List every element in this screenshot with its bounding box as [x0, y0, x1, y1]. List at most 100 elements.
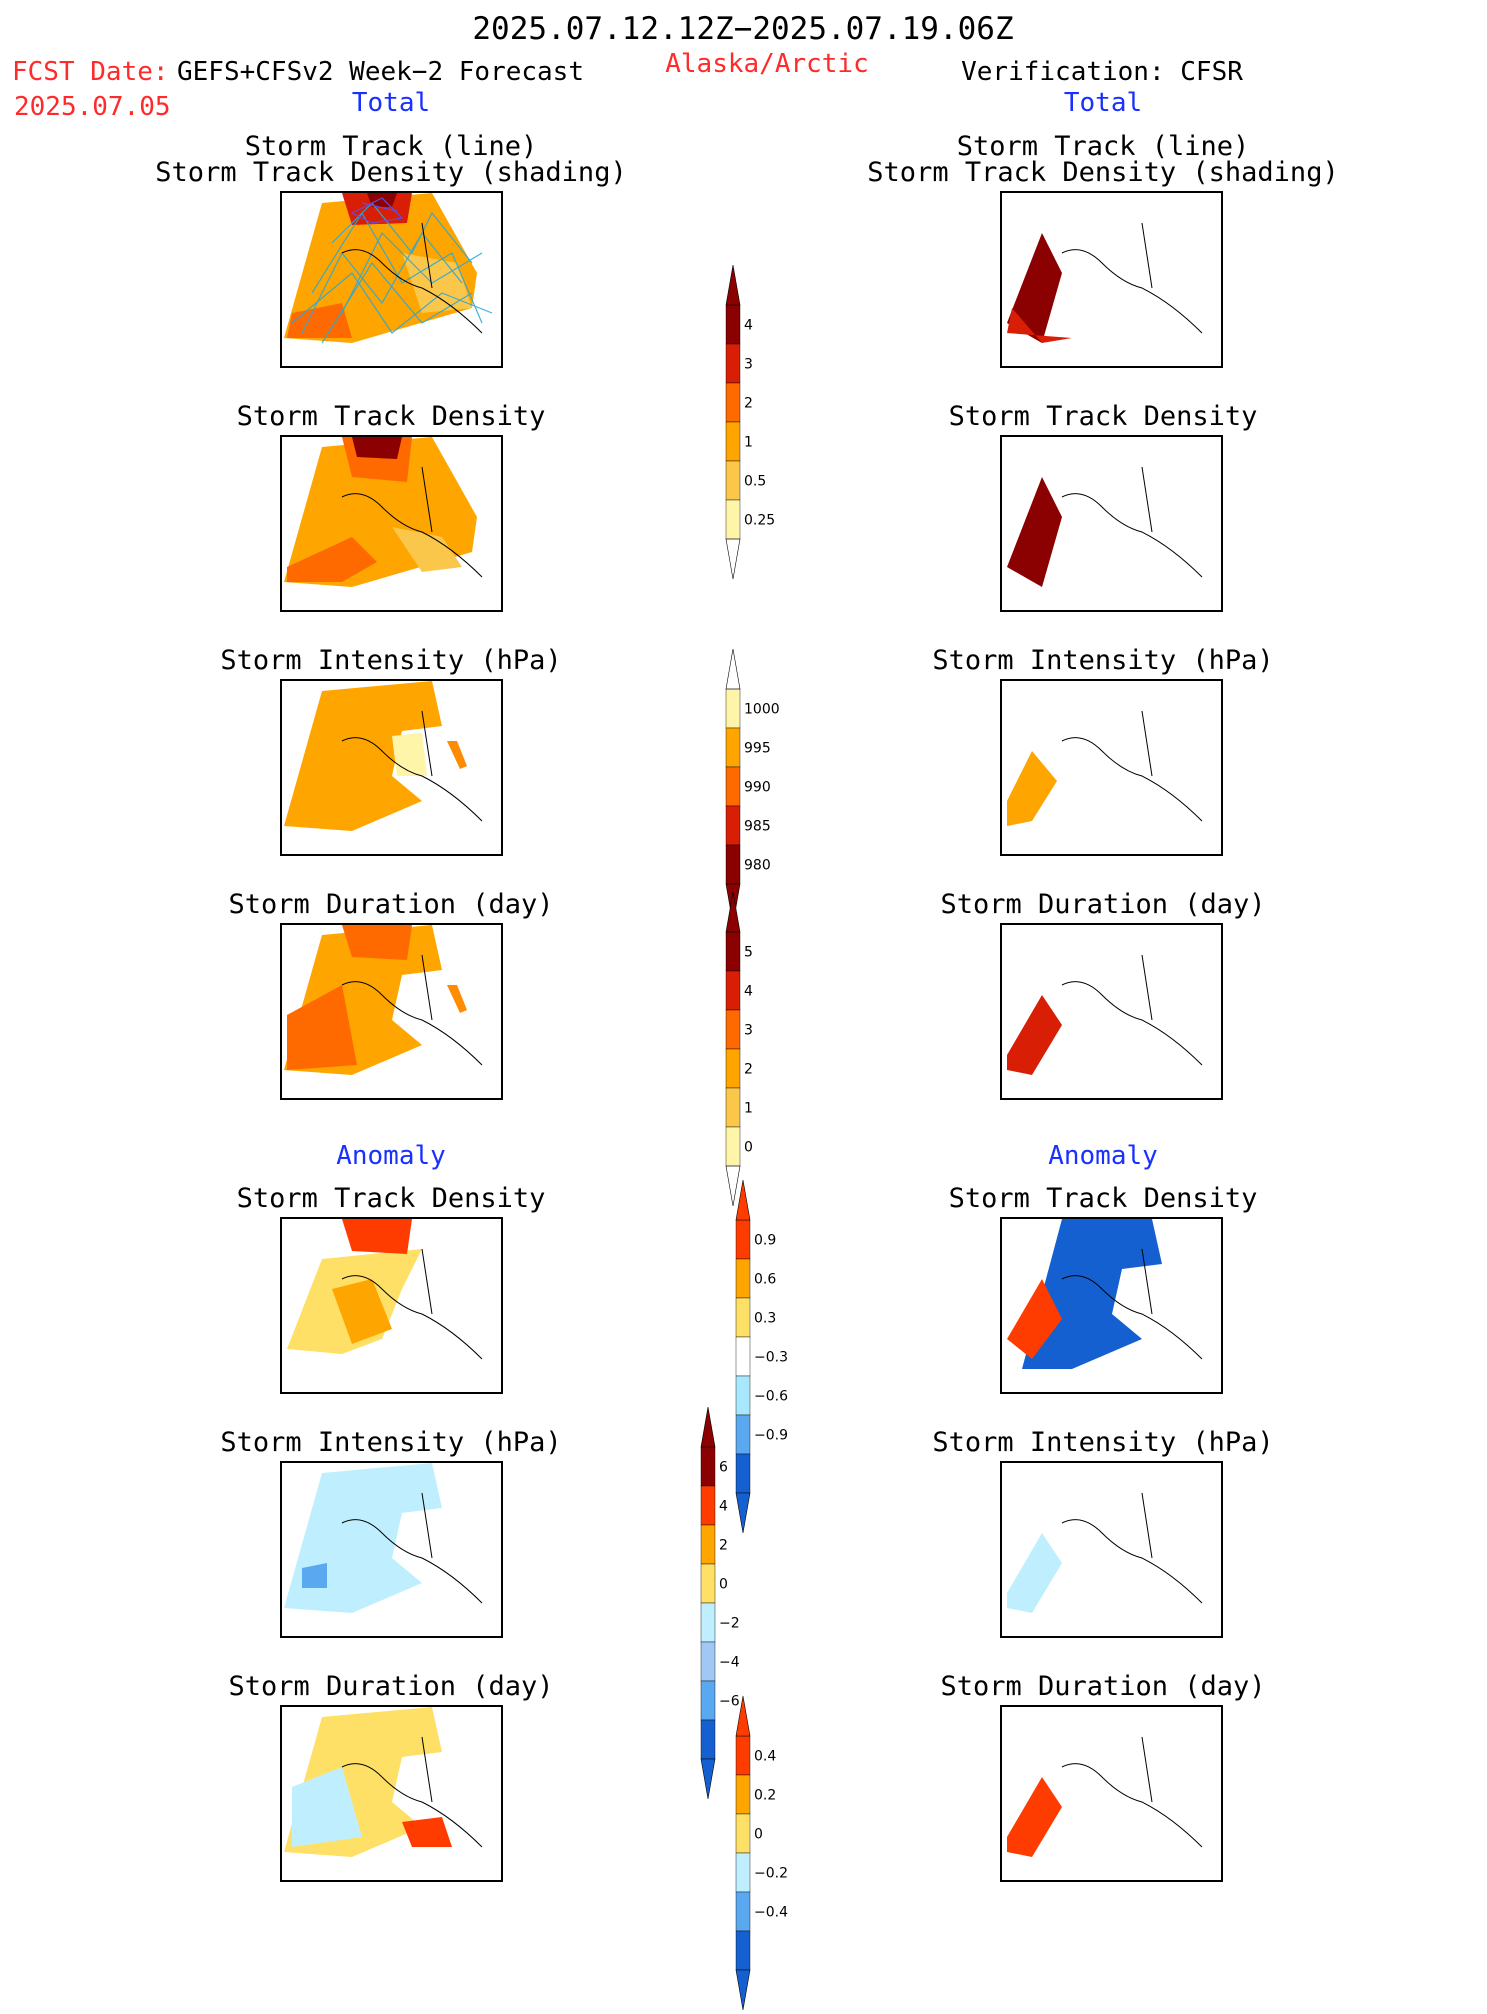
density_total-tick-label: 3 [744, 357, 753, 373]
map-density-forecast [280, 435, 503, 612]
title-density-anom-left: Storm Track Density [236, 1183, 546, 1214]
intensity_anom-tick-label: −6 [719, 1694, 740, 1710]
duration_total-swatch [725, 1087, 741, 1128]
map-intensity-forecast [280, 679, 503, 856]
density_total-tick-label: 4 [744, 318, 753, 334]
density_total-swatch [725, 304, 741, 345]
colorbar-intensity-total: 1000 995 990 985 980 [725, 648, 806, 928]
duration_total-swatch [725, 931, 741, 972]
duration_total-tick-label: 2 [744, 1062, 753, 1078]
fcst-date-value: 2025.07.05 [14, 92, 171, 122]
intensity_anom-tick-label: 2 [719, 1538, 728, 1554]
title-intensity-left: Storm Intensity (hPa) [220, 645, 562, 676]
title-intensity-anom-right: Storm Intensity (hPa) [932, 1427, 1274, 1458]
intensity_anom-swatch [700, 1485, 716, 1526]
title-track-line-left: Storm Track (line) [244, 131, 538, 162]
map-duration-anom-verification [1000, 1705, 1223, 1882]
duration_total-tick-label: 1 [744, 1101, 753, 1117]
duration_total-swatch [725, 1009, 741, 1050]
density_anom-tick-label: 0.9 [754, 1233, 776, 1249]
intensity_anom-tick-label: −4 [719, 1655, 740, 1671]
duration_total-swatch [725, 1048, 741, 1089]
duration_total-tick-label: 0 [744, 1140, 753, 1156]
density_anom-swatch [735, 1336, 751, 1377]
duration_anom-top-arrow [735, 1695, 751, 1737]
intensity_anom-swatch [700, 1524, 716, 1565]
region-label: Alaska/Arctic [665, 49, 869, 79]
duration_anom-swatch [735, 1852, 751, 1893]
duration_total-swatch [725, 1126, 741, 1167]
density_total-swatch [725, 421, 741, 462]
title-duration-right: Storm Duration (day) [940, 889, 1266, 920]
density_total-bottom-arrow [725, 538, 741, 580]
density_anom-tick-label: 0.3 [754, 1311, 776, 1327]
density_anom-swatch [735, 1258, 751, 1299]
intensity_total-top-arrow [725, 648, 741, 690]
title-duration-left: Storm Duration (day) [228, 889, 554, 920]
density_anom-tick-label: −0.3 [754, 1350, 788, 1366]
colorbar-density-total: 4 3 2 1 0.5 0.25 [725, 264, 806, 583]
map-density-verification [1000, 435, 1223, 612]
intensity_anom-bottom-arrow [700, 1758, 716, 1800]
map-density-anom-forecast [280, 1217, 503, 1394]
intensity_anom-swatch [700, 1563, 716, 1604]
intensity_total-swatch [725, 766, 741, 807]
duration_anom-bottom-arrow [735, 1969, 751, 2011]
density_anom-svg: 0.9 0.6 0.3 −0.3 −0.6 −0.9 [735, 1179, 788, 1534]
density_total-tick-label: 0.5 [744, 474, 766, 490]
duration_anom-swatch [735, 1930, 751, 1971]
map-intensity-anom-verification [1000, 1461, 1223, 1638]
intensity_total-tick-label: 1000 [744, 702, 780, 718]
intensity_anom-swatch [700, 1719, 716, 1760]
density_total-swatch [725, 382, 741, 423]
density_anom-bottom-arrow [735, 1492, 751, 1534]
total-label-right: Total [1063, 88, 1143, 118]
density_total-swatch [725, 460, 741, 501]
intensity_anom-tick-label: 4 [719, 1499, 728, 1515]
density_total-tick-label: 0.25 [744, 513, 775, 529]
fcst-date-label: FCST Date: [12, 57, 169, 87]
intensity_anom-tick-label: 6 [719, 1460, 728, 1476]
colorbar-duration-total: 5 4 3 2 1 0 [725, 891, 806, 1210]
intensity_anom-swatch [700, 1446, 716, 1487]
title-density-left: Storm Track Density [236, 401, 546, 432]
intensity_total-tick-label: 990 [744, 780, 771, 796]
total-label-left: Total [351, 88, 431, 118]
title-duration-anom-right: Storm Duration (day) [940, 1671, 1266, 1702]
map-duration-forecast [280, 923, 503, 1100]
title-track-shading-right: Storm Track Density (shading) [867, 157, 1339, 188]
intensity_total-swatch [725, 805, 741, 846]
duration_anom-swatch [735, 1735, 751, 1776]
map-intensity-verification [1000, 679, 1223, 856]
map-duration-verification [1000, 923, 1223, 1100]
duration_anom-swatch [735, 1813, 751, 1854]
duration_anom-tick-label: 0.4 [754, 1749, 776, 1765]
intensity_anom-tick-label: −2 [719, 1616, 740, 1632]
duration_total-tick-label: 4 [744, 984, 753, 1000]
density_total-swatch [725, 343, 741, 384]
map-track-verification [1000, 191, 1223, 368]
duration_anom-tick-label: −0.2 [754, 1866, 788, 1882]
intensity_total-swatch [725, 844, 741, 885]
intensity_anom-tick-label: 0 [719, 1577, 728, 1593]
intensity_anom-svg: 6 4 2 0 −2 −4 −6 [700, 1406, 740, 1800]
duration_total-top-arrow [725, 891, 741, 933]
colorbar-density-anom: 0.9 0.6 0.3 −0.3 −0.6 −0.9 [735, 1179, 816, 1537]
duration_anom-swatch [735, 1891, 751, 1932]
map-intensity-anom-forecast [280, 1461, 503, 1638]
verification-label: Verification: CFSR [961, 57, 1243, 87]
intensity_total-tick-label: 980 [744, 858, 771, 874]
duration_total-tick-label: 3 [744, 1023, 753, 1039]
title-duration-anom-left: Storm Duration (day) [228, 1671, 554, 1702]
model-name: GEFS+CFSv2 Week−2 Forecast [177, 57, 584, 87]
intensity_total-swatch [725, 688, 741, 729]
colorbar-duration-anom: 0.4 0.2 0 −0.2 −0.4 [735, 1695, 816, 2014]
duration_anom-tick-label: −0.4 [754, 1905, 788, 1921]
density_anom-tick-label: −0.9 [754, 1428, 788, 1444]
density_total-top-arrow [725, 264, 741, 306]
density_anom-tick-label: 0.6 [754, 1272, 776, 1288]
title-density-anom-right: Storm Track Density [948, 1183, 1258, 1214]
density_anom-swatch [735, 1297, 751, 1338]
map-duration-anom-forecast [280, 1705, 503, 1882]
density_anom-top-arrow [735, 1179, 751, 1221]
